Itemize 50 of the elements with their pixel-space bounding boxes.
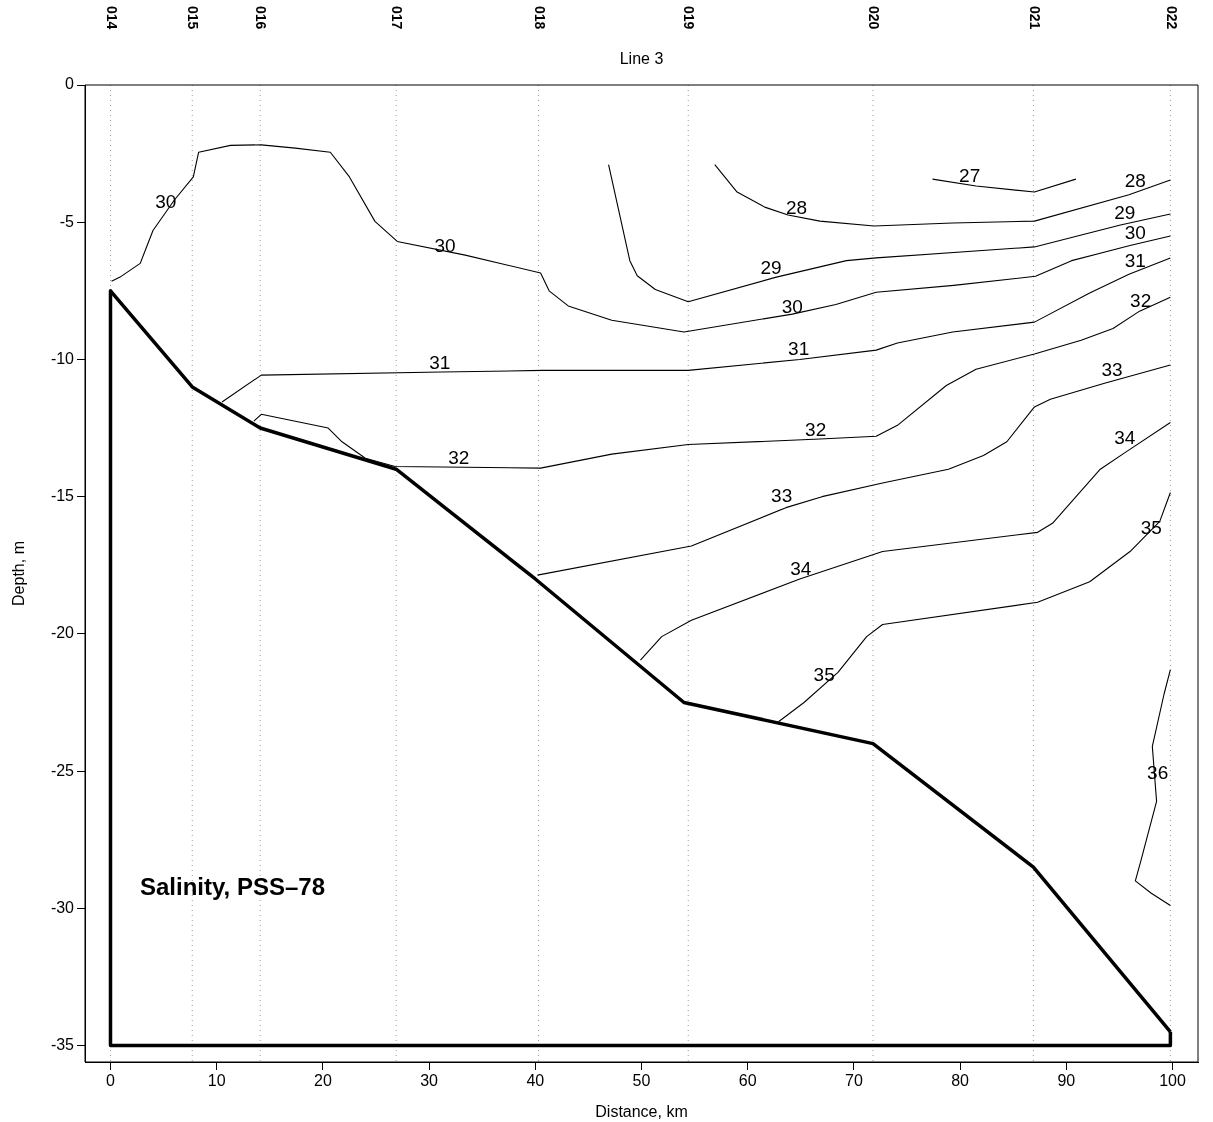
x-tick-label: 0 — [106, 1072, 116, 1090]
y-tick-label: -25 — [50, 761, 75, 779]
y-tick-label: -10 — [50, 349, 75, 367]
x-tick-label: 20 — [313, 1072, 332, 1090]
annotation: 31 — [788, 338, 810, 360]
annotation: 31 — [1124, 250, 1146, 272]
annotation: 32 — [1130, 290, 1152, 312]
annotation: 33 — [1101, 358, 1123, 380]
text: 019 — [681, 6, 698, 30]
annotation: 32 — [805, 419, 827, 441]
x-tick-label: 40 — [526, 1072, 545, 1090]
text: 018 — [531, 6, 548, 30]
text: 014 — [103, 6, 120, 30]
annotation: 29 — [760, 257, 782, 279]
text: 016 — [253, 6, 270, 30]
y-tick-label: -20 — [50, 624, 75, 642]
x-tick-label: 10 — [207, 1072, 226, 1090]
annotation: 29 — [1114, 202, 1136, 224]
x-tick-label: 50 — [632, 1072, 651, 1090]
text: 022 — [1163, 6, 1180, 30]
y-tick-label: 0 — [65, 75, 75, 93]
x-tick-label: 80 — [951, 1072, 970, 1090]
x-tick-label: 90 — [1057, 1072, 1076, 1090]
annotation: 30 — [781, 295, 803, 317]
y-tick-label: -15 — [50, 487, 75, 505]
annotation: 31 — [429, 352, 451, 374]
chart-subtitle: Line 3 — [619, 50, 664, 68]
annotation: 28 — [1124, 169, 1146, 191]
annotation: 33 — [771, 485, 793, 507]
x-axis-title: Distance, km — [595, 1102, 688, 1120]
y-axis-title: Depth, m — [10, 541, 28, 606]
annotation: 27 — [959, 165, 981, 187]
annotation: 34 — [1114, 427, 1136, 449]
text: Salinity, PSS–78 — [140, 873, 325, 900]
y-tick-label: -35 — [50, 1035, 75, 1053]
x-tick-label: 70 — [845, 1072, 863, 1090]
text: 020 — [866, 6, 883, 30]
text: 015 — [185, 6, 202, 30]
annotation: 32 — [448, 446, 470, 468]
y-tick-label: -30 — [50, 898, 75, 916]
y-tick-label: -5 — [59, 212, 75, 230]
annotation: 30 — [1124, 221, 1146, 243]
annotation: 35 — [813, 663, 835, 685]
text: 017 — [389, 6, 406, 30]
x-tick-label: 60 — [738, 1072, 757, 1090]
text: 021 — [1026, 6, 1043, 30]
x-tick-label: 100 — [1159, 1072, 1186, 1090]
annotation: 28 — [785, 196, 808, 218]
x-tick-label: 30 — [420, 1072, 439, 1090]
annotation: 34 — [790, 557, 812, 579]
